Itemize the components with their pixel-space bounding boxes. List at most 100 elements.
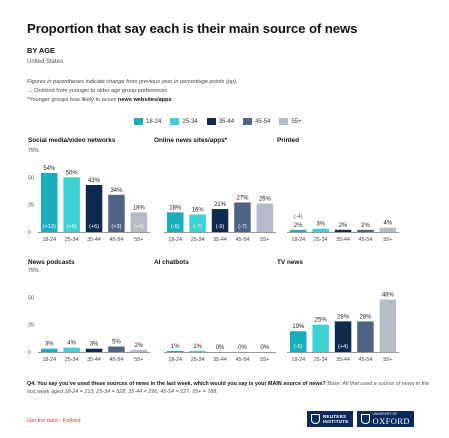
value-label: 2% bbox=[361, 223, 370, 229]
note-younger-bold: news websites/apps bbox=[117, 97, 172, 103]
oxford-logo-text: UNIVERSITY OF OXFORD bbox=[373, 412, 410, 426]
bar-55+ bbox=[379, 227, 397, 232]
bar-35-44 bbox=[334, 321, 352, 352]
small-multiples-charts: Social media/video networks 75% 50 25 0 54% 18… bbox=[28, 137, 399, 363]
value-label: 3% bbox=[316, 222, 325, 228]
legend-label: 18-24 bbox=[146, 118, 162, 125]
x-tick-label: 25-34 bbox=[65, 357, 79, 363]
x-tick-label: 18-24 bbox=[291, 357, 305, 363]
legend-item-25-34: 25-34 bbox=[170, 118, 198, 125]
bar-18-24 bbox=[290, 229, 307, 232]
legend: 18-24 25-34 35-44 45-54 55+ bbox=[134, 118, 302, 125]
x-tick-label: 25-34 bbox=[191, 357, 205, 363]
x-tick-label: 45-54 bbox=[110, 237, 124, 243]
note-younger-prefix: *Younger groups less likely to acces bbox=[27, 97, 118, 103]
change-label: (-4) bbox=[294, 214, 303, 220]
question-base: Base: All that used a source of news in … bbox=[27, 381, 430, 395]
bar-25-34 bbox=[312, 324, 329, 352]
get-data-link[interactable]: Get the data bbox=[27, 418, 58, 424]
legend-swatch bbox=[170, 118, 180, 125]
value-label: 34% bbox=[110, 188, 123, 194]
panel-title: TV news bbox=[277, 259, 303, 266]
x-tick-label: 18-24 bbox=[42, 357, 56, 363]
bar-35-44 bbox=[85, 348, 103, 352]
bar-55+ bbox=[130, 212, 148, 232]
embed-link[interactable]: Embed bbox=[62, 418, 81, 424]
value-label: 25% bbox=[315, 318, 328, 324]
note-younger-groups: *Younger groups less likely to acces new… bbox=[27, 97, 172, 103]
oxford-logo-big: OXFORD bbox=[372, 416, 410, 426]
change-label: (+6) bbox=[67, 224, 77, 230]
x-tick-label: 18-24 bbox=[291, 237, 305, 243]
oxford-logo[interactable]: UNIVERSITY OF OXFORD bbox=[356, 411, 414, 427]
y-tick-label: 25 bbox=[28, 203, 34, 209]
bar-45-54 bbox=[234, 202, 251, 232]
legend-label: 25-34 bbox=[182, 118, 198, 125]
bar-18-24 bbox=[167, 350, 184, 352]
legend-swatch bbox=[134, 118, 143, 125]
value-label: 4% bbox=[384, 221, 393, 227]
value-label: 2% bbox=[339, 223, 348, 229]
bar-55+ bbox=[130, 349, 148, 352]
bar-18-24 bbox=[167, 212, 184, 232]
logos: REUTERS INSTITUTE UNIVERSITY OF OXFORD bbox=[307, 411, 414, 427]
bar-25-34 bbox=[312, 228, 329, 232]
legend-item-35-44: 35-44 bbox=[206, 118, 234, 125]
x-tick-label: 25-34 bbox=[191, 237, 205, 243]
change-label: (-5) bbox=[294, 344, 303, 350]
x-tick-label: 35-44 bbox=[336, 237, 350, 243]
bar-55+ bbox=[256, 203, 274, 232]
chart-panel-4: AI chatbots 1% 18-24 1% 25-34 0% 35-44 0% 45-54 0… bbox=[154, 259, 276, 363]
change-label: (-9) bbox=[216, 224, 225, 230]
chart-panel-2: Printed 2% 18-24 (-4) 3% 25-34 2% 35-44 2% 45-54 4… bbox=[277, 137, 399, 243]
change-label: (-7) bbox=[238, 224, 247, 230]
x-tick-label: 55+ bbox=[383, 237, 392, 243]
panel-title: Online news sites/apps* bbox=[154, 137, 228, 144]
reuters-institute-logo[interactable]: REUTERS INSTITUTE bbox=[307, 411, 353, 427]
reuters-logo-text: REUTERS INSTITUTE bbox=[323, 414, 349, 424]
value-label: 16% bbox=[192, 208, 205, 214]
oxford-logo-small: UNIVERSITY OF bbox=[372, 412, 397, 416]
x-tick-label: 35-44 bbox=[336, 357, 350, 363]
footer-separator: - bbox=[57, 418, 63, 424]
x-tick-label: 35-44 bbox=[87, 357, 101, 363]
value-label: 18% bbox=[169, 205, 182, 211]
bar-18-24 bbox=[41, 172, 58, 232]
y-tick-label: 75% bbox=[28, 268, 39, 274]
y-tick-label: 50 bbox=[28, 295, 34, 301]
bar-45-54 bbox=[108, 346, 125, 352]
y-tick-label: 0 bbox=[28, 230, 31, 236]
chart-subtitle: BY AGE bbox=[27, 46, 55, 55]
chart-panel-5: TV news 19% 18-24 (-5) 25% 25-34 28% 35-44 (+4) 2… bbox=[277, 259, 399, 363]
chart-panel-1: Online news sites/apps* 18% 18-24 (-6) 16% 25… bbox=[154, 137, 276, 243]
value-label: 3% bbox=[45, 342, 54, 348]
legend-item-18-24: 18-24 bbox=[134, 118, 161, 125]
bar-25-34 bbox=[189, 214, 206, 232]
value-label: 0% bbox=[238, 345, 247, 351]
value-label: 21% bbox=[214, 202, 227, 208]
value-label: 28% bbox=[337, 314, 350, 320]
value-label: 26% bbox=[259, 197, 272, 203]
value-label: 50% bbox=[66, 170, 79, 176]
x-tick-label: 18-24 bbox=[42, 237, 56, 243]
question-main: Q4. You say you've used these sources of… bbox=[27, 381, 326, 387]
x-tick-label: 45-54 bbox=[110, 357, 124, 363]
question-text: Q4. You say you've used these sources of… bbox=[27, 380, 437, 396]
x-tick-label: 35-44 bbox=[87, 237, 101, 243]
bar-25-34 bbox=[63, 177, 80, 232]
reuters-logo-line1: REUTERS bbox=[323, 414, 347, 419]
x-tick-label: 55+ bbox=[260, 237, 269, 243]
value-label: 48% bbox=[382, 293, 395, 299]
x-tick-label: 35-44 bbox=[213, 357, 227, 363]
value-label: 3% bbox=[90, 342, 99, 348]
oxford-crest-icon bbox=[360, 414, 370, 424]
change-label: (+4) bbox=[134, 224, 144, 230]
change-label: (+13) bbox=[43, 224, 56, 230]
x-tick-label: 18-24 bbox=[168, 237, 182, 243]
value-label: 0% bbox=[216, 345, 225, 351]
region-label: United States bbox=[27, 59, 64, 65]
footer-links: Get the data - Embed bbox=[27, 418, 81, 424]
change-label: (-7) bbox=[193, 224, 202, 230]
chart-panel-0: Social media/video networks 75% 50 25 0 54% 18… bbox=[28, 137, 150, 243]
x-tick-label: 35-44 bbox=[213, 237, 227, 243]
